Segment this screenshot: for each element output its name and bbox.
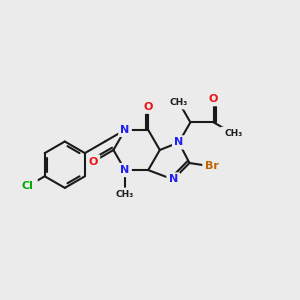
FancyBboxPatch shape	[207, 92, 220, 106]
Text: N: N	[120, 165, 130, 175]
FancyBboxPatch shape	[166, 172, 180, 187]
Text: CH₃: CH₃	[224, 129, 243, 138]
FancyBboxPatch shape	[202, 159, 223, 174]
Text: N: N	[174, 137, 183, 147]
FancyBboxPatch shape	[220, 127, 247, 141]
FancyBboxPatch shape	[165, 95, 192, 109]
FancyBboxPatch shape	[172, 135, 186, 149]
FancyBboxPatch shape	[112, 188, 138, 202]
FancyBboxPatch shape	[86, 154, 100, 169]
FancyBboxPatch shape	[18, 179, 38, 193]
Text: N: N	[169, 175, 178, 184]
Text: Br: Br	[206, 161, 219, 172]
Text: N: N	[120, 125, 130, 135]
FancyBboxPatch shape	[141, 100, 155, 114]
Text: CH₃: CH₃	[170, 98, 188, 107]
Text: CH₃: CH₃	[116, 190, 134, 199]
Text: O: O	[89, 157, 98, 166]
Text: O: O	[143, 102, 153, 112]
Text: Cl: Cl	[22, 181, 34, 191]
Text: O: O	[209, 94, 218, 104]
FancyBboxPatch shape	[118, 123, 132, 137]
FancyBboxPatch shape	[118, 163, 132, 177]
